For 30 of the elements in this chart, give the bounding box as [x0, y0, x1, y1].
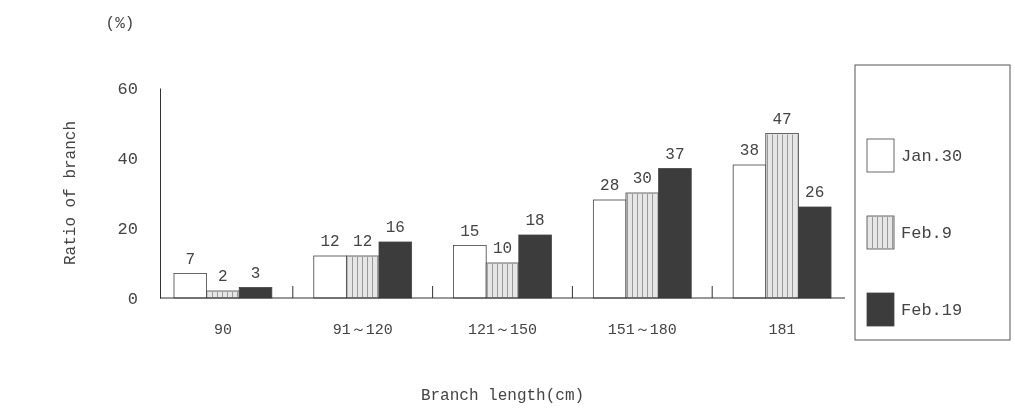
- data-label: 37: [665, 145, 685, 164]
- data-label: 18: [525, 212, 545, 230]
- y-axis-title: Ratio of branch: [62, 120, 80, 266]
- y-tick-label: 20: [117, 219, 138, 239]
- data-label: 16: [385, 219, 405, 237]
- y-tick-label: 40: [117, 149, 138, 169]
- data-label: 2: [218, 268, 228, 286]
- data-label: 30: [632, 170, 652, 188]
- y-tick-label: 60: [117, 79, 138, 99]
- x-tick-label: 151～180: [607, 321, 677, 339]
- data-label: 12: [320, 233, 340, 251]
- data-label: 3: [250, 264, 261, 283]
- data-label: 7: [185, 250, 196, 269]
- data-label: 26: [805, 184, 825, 202]
- data-label: 15: [460, 222, 480, 241]
- x-tick-label: 121～150: [467, 321, 538, 339]
- x-axis-title: Branch length(cm): [420, 387, 585, 405]
- x-tick-label: 90: [213, 321, 232, 339]
- data-label: 12: [353, 233, 373, 251]
- x-tick-label: 181: [768, 321, 796, 339]
- data-label: 38: [739, 142, 760, 160]
- data-label: 28: [600, 177, 620, 195]
- legend-label: Jan.30: [901, 147, 963, 166]
- data-label: 47: [772, 110, 792, 129]
- data-label: 10: [492, 240, 513, 258]
- x-tick-label: 91～120: [332, 321, 393, 339]
- legend-label: Feb.9: [901, 224, 953, 243]
- y-tick-label: 0: [127, 289, 138, 309]
- legend-label: Feb.19: [901, 301, 963, 320]
- text: (%): [105, 15, 135, 33]
